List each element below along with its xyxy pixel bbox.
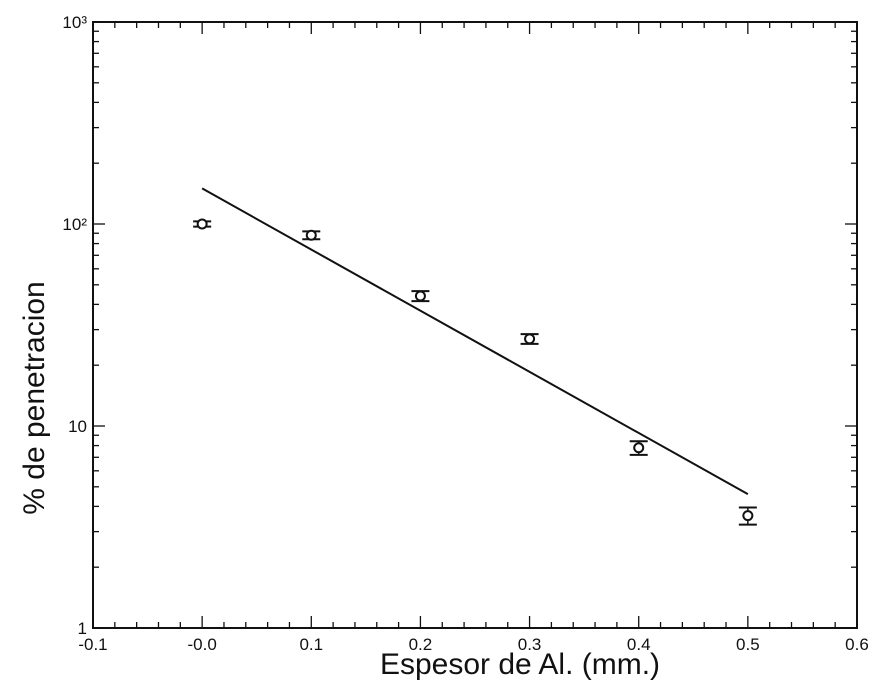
- plot-frame: [92, 21, 858, 629]
- point-marker: [633, 442, 645, 454]
- point-marker: [742, 510, 754, 522]
- x-axis-tick-labels: -0.1 -0.0 0.1 0.2 0.3 0.4 0.5 0.6: [78, 635, 868, 654]
- y-tick-label: 10²: [62, 215, 87, 234]
- point-marker: [196, 218, 208, 230]
- x-tick-label: 0.1: [299, 635, 323, 654]
- y-tick-label: 1: [78, 619, 87, 638]
- point-marker: [305, 229, 317, 241]
- data-point: [629, 440, 648, 456]
- x-axis-ticks: [92, 22, 858, 628]
- x-tick-label: -0.1: [78, 635, 107, 654]
- data-point: [302, 229, 321, 241]
- x-tick-label: 0.2: [409, 635, 433, 654]
- data-points: [193, 218, 757, 526]
- x-tick-label: -0.0: [187, 635, 216, 654]
- y-axis-tick-labels: 1 10 10² 10³: [62, 13, 87, 638]
- point-marker: [524, 333, 536, 345]
- fit-line: [201, 187, 749, 495]
- x-tick-label: 0.4: [627, 635, 651, 654]
- y-axis-title: % de penetracion: [18, 281, 51, 515]
- data-point: [193, 218, 212, 230]
- y-tick-label: 10³: [62, 13, 87, 32]
- fit-line-group: [201, 187, 749, 495]
- y-axis-ticks: [93, 21, 857, 629]
- x-tick-label: 0.5: [736, 635, 760, 654]
- x-tick-label: 0.6: [845, 635, 869, 654]
- data-point: [520, 333, 539, 345]
- x-axis-title: Espesor de Al. (mm.): [380, 648, 660, 681]
- point-marker: [414, 290, 426, 302]
- data-point: [411, 290, 430, 303]
- y-tick-label: 10: [68, 417, 87, 436]
- data-point: [738, 506, 757, 526]
- x-tick-label: 0.3: [518, 635, 542, 654]
